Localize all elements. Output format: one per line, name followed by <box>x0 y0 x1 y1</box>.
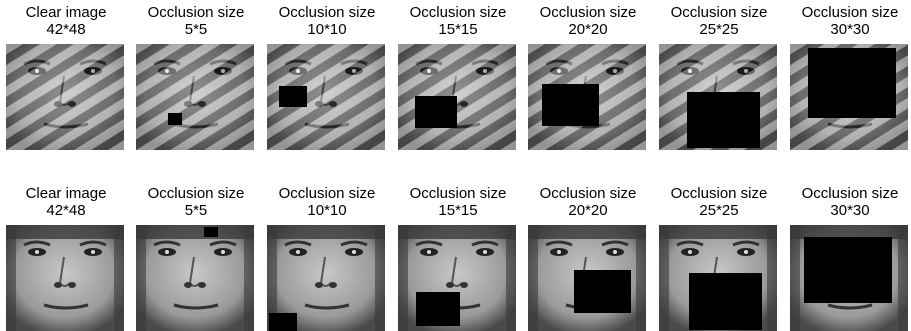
caption-title: Occlusion size <box>147 185 245 202</box>
caption-size: 30*30 <box>830 202 870 219</box>
panel-caption: Clear image 42*48 <box>0 185 134 219</box>
striped-face-image <box>528 44 646 150</box>
striped-face-image <box>136 44 254 150</box>
face-image <box>659 225 777 331</box>
panel-caption: Occlusion size 10*10 <box>259 185 395 219</box>
panel-caption: Clear image 42*48 <box>0 4 134 38</box>
striped-face-image <box>790 44 908 150</box>
panel-caption: Occlusion size 5*5 <box>128 4 264 38</box>
panel-caption: Occlusion size 10*10 <box>259 4 395 38</box>
panel-caption: Occlusion size 15*15 <box>390 185 526 219</box>
panel-caption: Occlusion size 25*25 <box>651 4 787 38</box>
occlusion-block <box>804 237 892 303</box>
caption-size: 15*15 <box>438 21 478 38</box>
face-image <box>136 225 254 331</box>
caption-size: 10*10 <box>307 202 347 219</box>
occlusion-block <box>415 96 457 128</box>
occlusion-block <box>808 48 896 118</box>
striped-face-image <box>267 44 385 150</box>
occlusion-block <box>168 113 182 125</box>
caption-title: Occlusion size <box>670 185 768 202</box>
occlusion-block <box>687 92 760 148</box>
occlusion-block <box>279 86 307 107</box>
caption-title: Clear image <box>25 4 107 21</box>
face-image <box>398 225 516 331</box>
caption-size: 15*15 <box>438 202 478 219</box>
striped-face-image <box>659 44 777 150</box>
occlusion-block <box>269 313 297 331</box>
caption-title: Occlusion size <box>801 185 899 202</box>
caption-size: 10*10 <box>307 21 347 38</box>
occlusion-block <box>204 227 218 237</box>
occlusion-block <box>689 273 762 330</box>
caption-size: 5*5 <box>184 21 208 38</box>
caption-title: Occlusion size <box>147 4 245 21</box>
caption-size: 30*30 <box>830 21 870 38</box>
panel-caption: Occlusion size 20*20 <box>520 4 656 38</box>
caption-size: 42*48 <box>46 202 86 219</box>
panel-caption: Occlusion size 25*25 <box>651 185 787 219</box>
face-image <box>267 225 385 331</box>
caption-title: Occlusion size <box>801 4 899 21</box>
occlusion-block <box>542 84 599 126</box>
striped-face-image <box>6 44 124 150</box>
panel-caption: Occlusion size 30*30 <box>782 185 911 219</box>
caption-size: 42*48 <box>46 21 86 38</box>
face-image <box>790 225 908 331</box>
caption-title: Occlusion size <box>409 185 507 202</box>
caption-title: Occlusion size <box>539 185 637 202</box>
caption-size: 5*5 <box>184 202 208 219</box>
caption-size: 25*25 <box>699 21 739 38</box>
panel-caption: Occlusion size 5*5 <box>128 185 264 219</box>
occlusion-block <box>574 270 631 313</box>
caption-title: Occlusion size <box>409 4 507 21</box>
caption-title: Occlusion size <box>670 4 768 21</box>
panel-caption: Occlusion size 15*15 <box>390 4 526 38</box>
caption-title: Occlusion size <box>539 4 637 21</box>
caption-title: Occlusion size <box>278 4 376 21</box>
panel-caption: Occlusion size 30*30 <box>782 4 911 38</box>
striped-face-image <box>398 44 516 150</box>
caption-title: Occlusion size <box>278 185 376 202</box>
face-image <box>528 225 646 331</box>
caption-size: 20*20 <box>568 202 608 219</box>
caption-title: Clear image <box>25 185 107 202</box>
occlusion-block <box>416 292 460 326</box>
face-image <box>6 225 124 331</box>
caption-size: 25*25 <box>699 202 739 219</box>
panel-caption: Occlusion size 20*20 <box>520 185 656 219</box>
caption-size: 20*20 <box>568 21 608 38</box>
